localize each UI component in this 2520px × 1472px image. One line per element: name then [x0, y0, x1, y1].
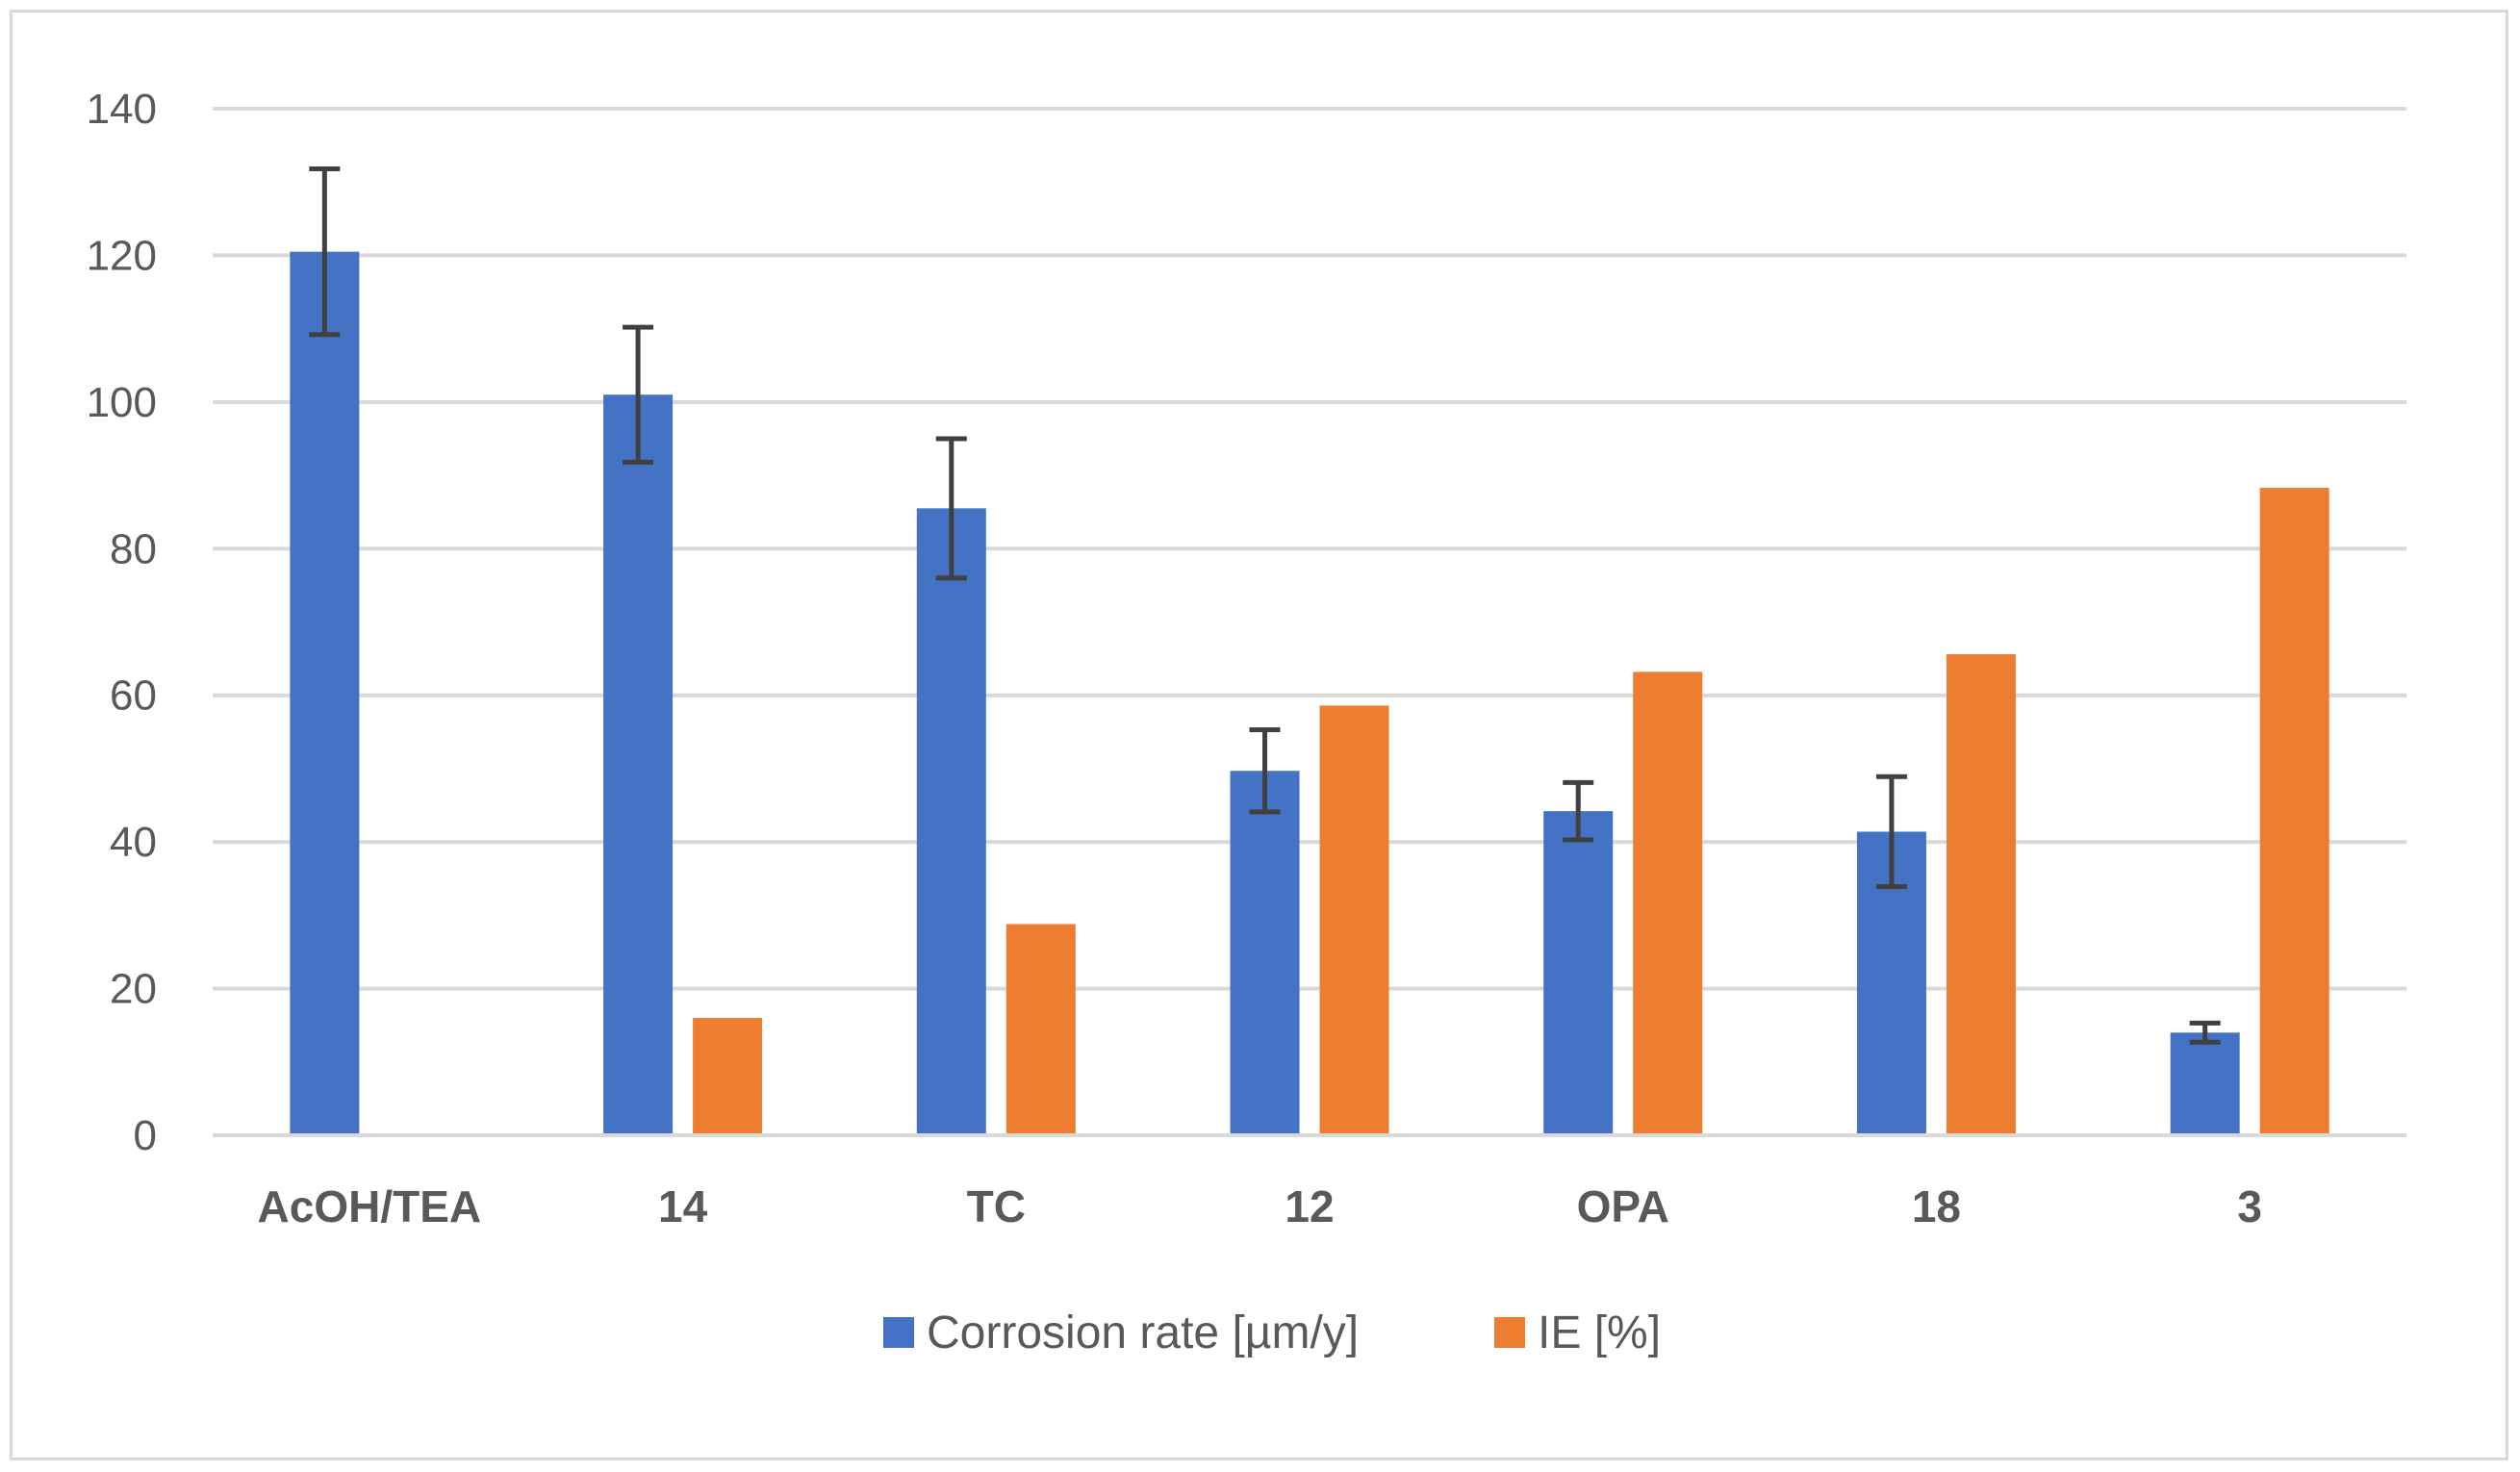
- bar-series-0-14: [603, 394, 674, 1135]
- bar-series-0-opa: [1543, 811, 1614, 1135]
- legend-swatch: [1494, 1317, 1525, 1348]
- error-bars: [309, 165, 2221, 1045]
- legend-label: IE [%]: [1538, 1307, 1661, 1358]
- y-tick-label: 120: [87, 232, 157, 279]
- bar-series-1-14: [693, 1018, 763, 1135]
- y-tick-label: 40: [110, 819, 157, 866]
- x-category-label: AcOH/TEA: [258, 1181, 482, 1231]
- legend: Corrosion rate [µm/y] IE [%]: [883, 1307, 1661, 1358]
- error-bar: [935, 436, 967, 581]
- gridlines: [213, 107, 2406, 991]
- bar-series-0-3: [2170, 1032, 2240, 1135]
- y-tick-label: 100: [87, 379, 157, 426]
- error-bar: [2189, 1020, 2221, 1045]
- legend-label: Corrosion rate [µm/y]: [927, 1307, 1359, 1358]
- x-axis-category-labels: AcOH/TEA 14 TC 12 OPA 18 3: [258, 1181, 2262, 1231]
- legend-swatch: [883, 1317, 914, 1348]
- x-category-label: 3: [2237, 1181, 2262, 1231]
- x-category-label: 12: [1285, 1181, 1334, 1231]
- bar-series-1-tc: [1005, 924, 1076, 1135]
- x-category-label: TC: [967, 1181, 1026, 1231]
- y-axis-tick-labels: 0 20 40 60 80 100 120 140: [87, 86, 157, 1159]
- y-tick-label: 80: [110, 525, 157, 572]
- y-tick-label: 140: [87, 86, 157, 133]
- x-category-label: 14: [658, 1181, 708, 1231]
- y-tick-label: 20: [110, 966, 157, 1013]
- error-bar: [309, 165, 341, 338]
- bar-series-0-acohtea: [290, 251, 360, 1135]
- bar-series-1-opa: [1633, 672, 1703, 1135]
- bars: [290, 251, 2329, 1136]
- bar-series-1-3: [2259, 488, 2329, 1136]
- bar-series-0-12: [1230, 771, 1300, 1135]
- error-bar: [1563, 779, 1594, 843]
- bar-series-1-18: [1946, 654, 2016, 1135]
- x-category-label: OPA: [1577, 1181, 1669, 1231]
- error-bar: [1875, 774, 1907, 890]
- bar-series-0-tc: [916, 508, 986, 1135]
- chart-frame: 0 20 40 60 80 100 120 140 AcOH/TEA 14 TC 12 OPA 18 3 …: [10, 10, 2508, 1460]
- error-bar: [623, 324, 654, 465]
- x-category-label: 18: [1912, 1181, 1961, 1231]
- y-tick-label: 0: [134, 1112, 157, 1159]
- bar-series-1-12: [1319, 705, 1389, 1135]
- error-bar: [1249, 727, 1281, 815]
- y-tick-label: 60: [110, 673, 157, 720]
